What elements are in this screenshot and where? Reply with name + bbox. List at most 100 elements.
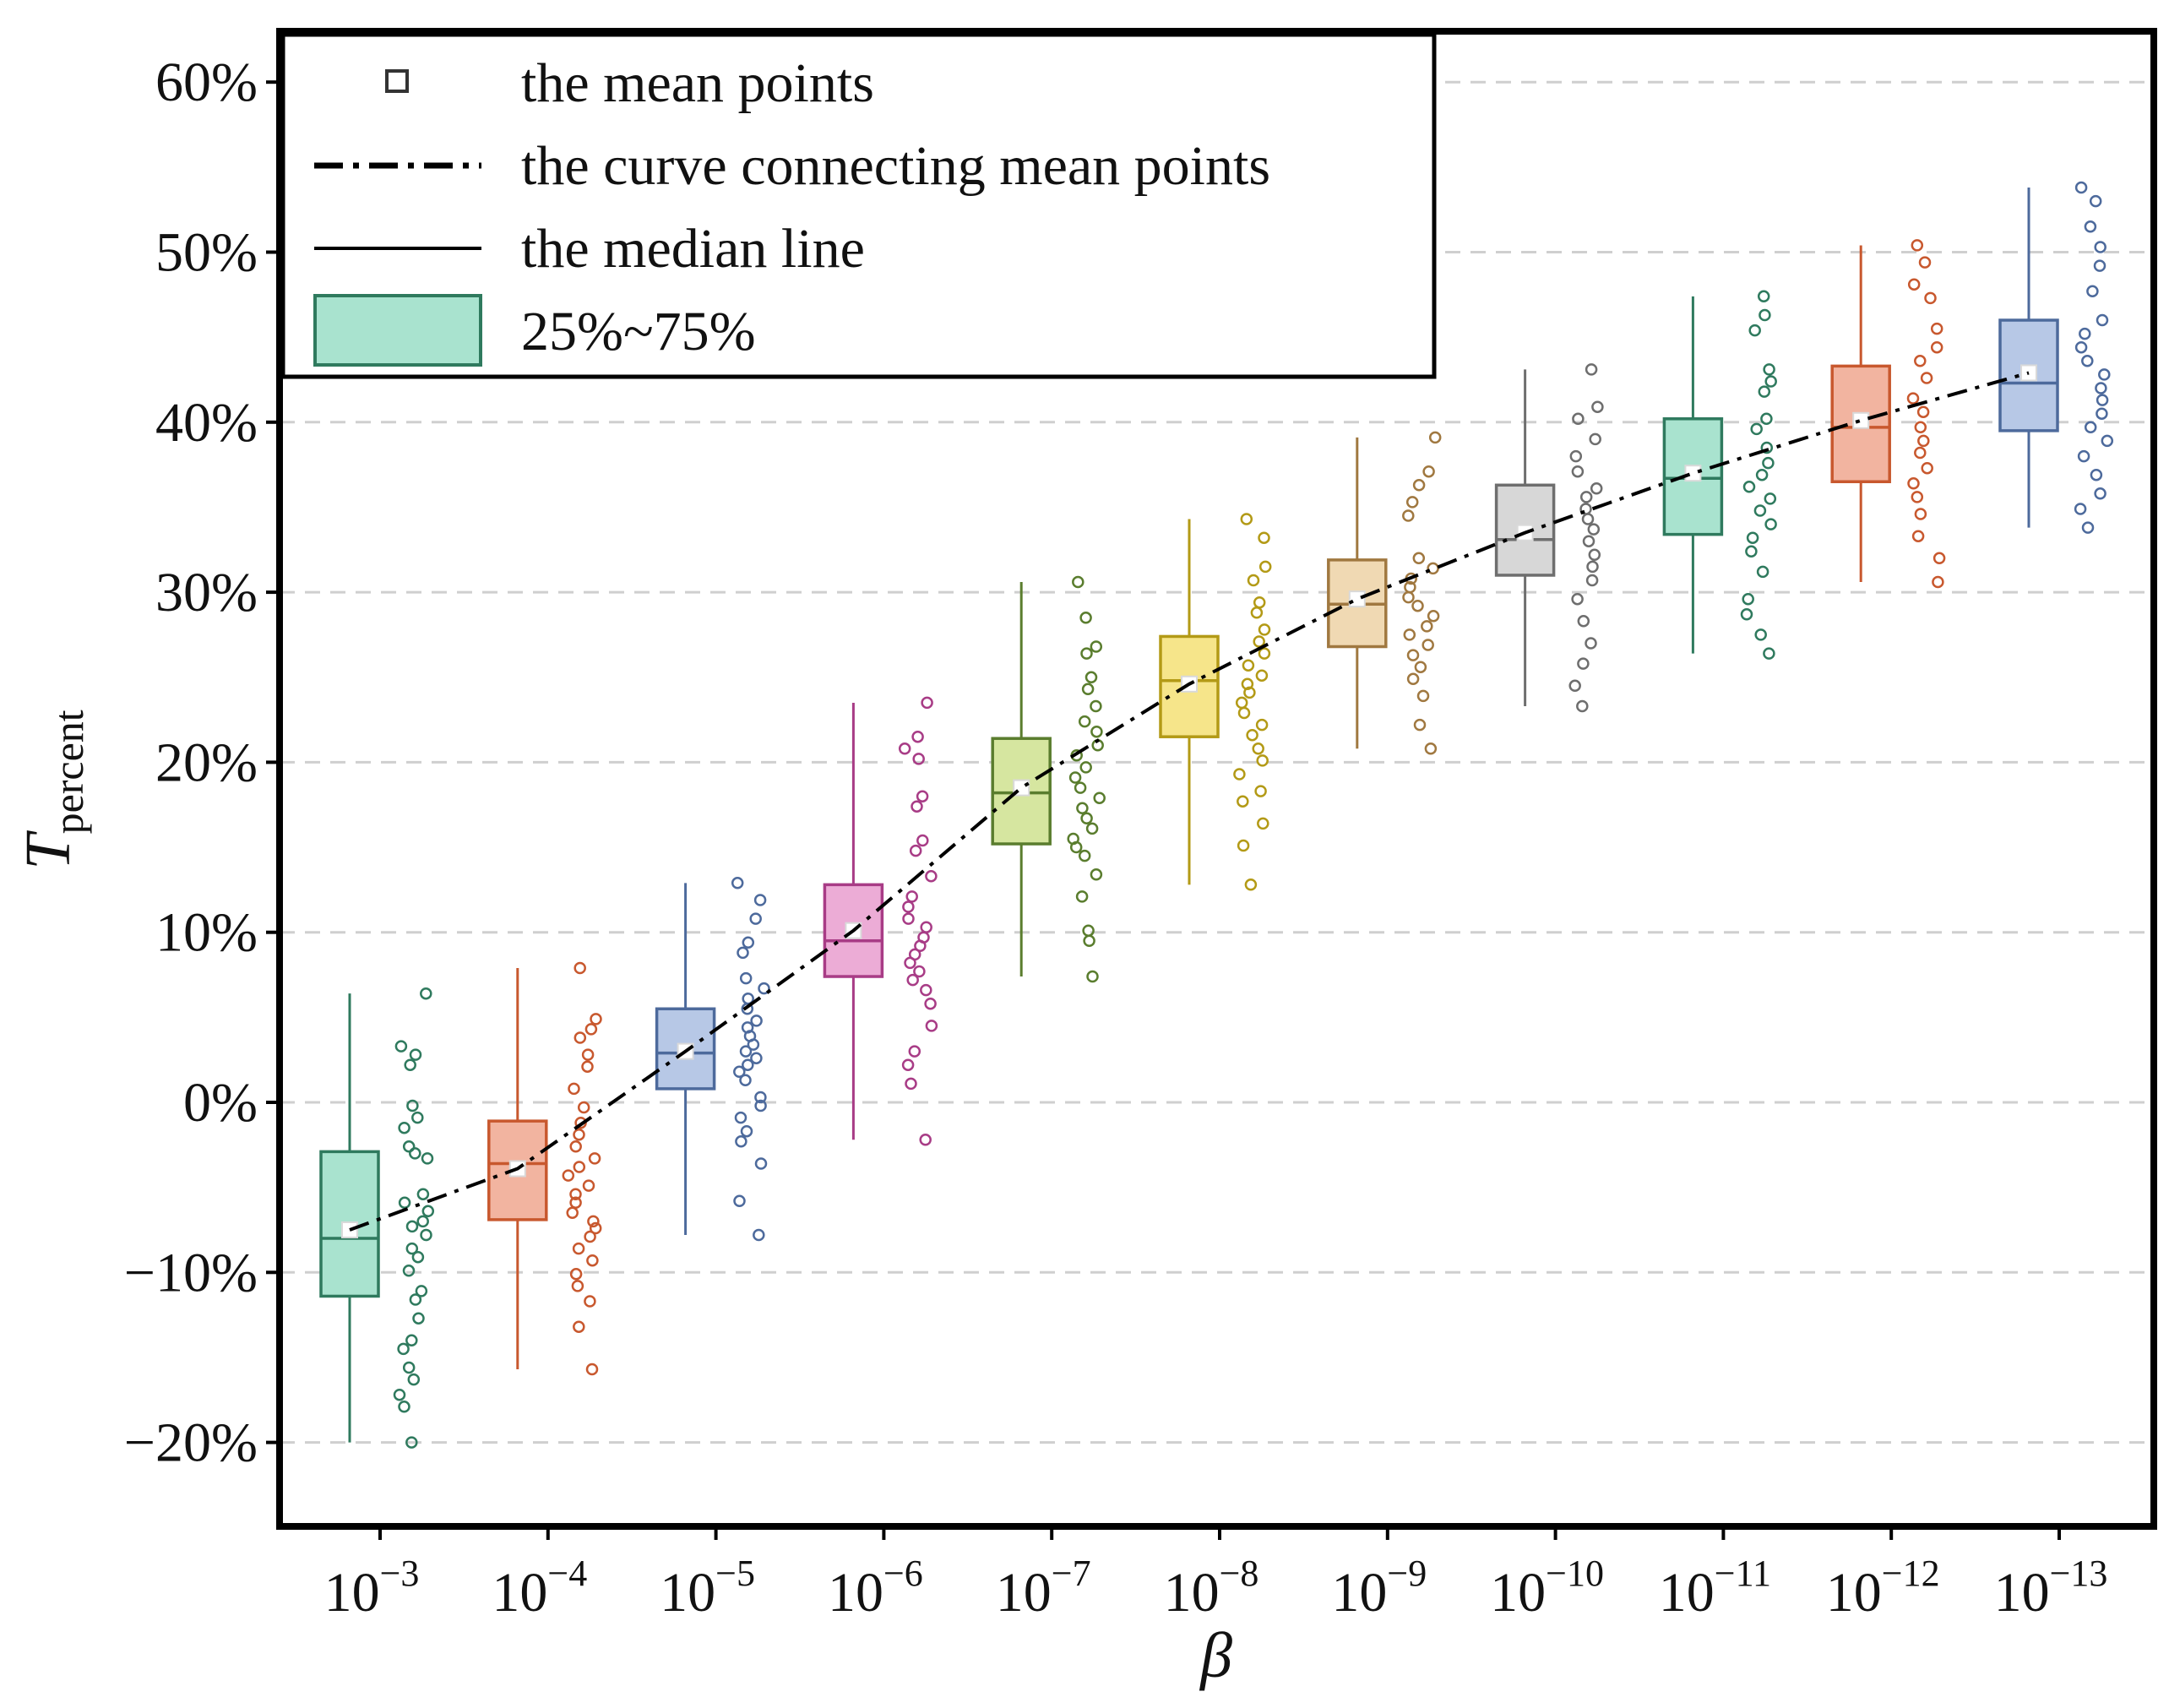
iqr-box [1998, 318, 2059, 432]
x-axis-ticks: 10−3 10−4 10−5 10−6 10−7 10−8 10−9 10−10 10−11 10… [324, 1526, 2107, 1624]
data-point [1242, 659, 1255, 672]
data-point [1237, 839, 1250, 852]
data-point [1911, 530, 1925, 542]
data-point [582, 1179, 595, 1192]
data-point [1090, 725, 1103, 738]
data-point [1427, 562, 1439, 575]
data-point [407, 1373, 421, 1386]
data-point [2096, 394, 2109, 406]
data-point [394, 1040, 408, 1053]
y-tick-label: 10% [155, 902, 258, 964]
y-axis-title: Tpercent [13, 710, 92, 870]
data-point [1427, 610, 1440, 623]
x-tick-label: 10−4 [492, 1553, 587, 1624]
legend-label-curve: the curve connecting mean points [521, 135, 1270, 197]
data-point [914, 939, 927, 953]
scatter-points [393, 181, 2114, 1449]
data-point [1748, 324, 1761, 337]
data-point [1072, 575, 1084, 589]
data-point [1763, 647, 1775, 660]
data-point [411, 1111, 424, 1124]
data-point [737, 946, 749, 960]
svg-text:Tpercent: Tpercent [13, 710, 92, 870]
data-point [569, 1268, 583, 1281]
y-tick-label: −20% [124, 1412, 258, 1474]
plot-frame [276, 28, 2157, 1530]
data-point [1759, 308, 1771, 322]
x-tick-label: 10−8 [1164, 1553, 1259, 1624]
data-point [1586, 560, 1599, 574]
data-point [411, 1250, 425, 1264]
data-point [397, 1342, 410, 1356]
data-point [2084, 220, 2097, 233]
data-point [901, 1058, 915, 1071]
data-point [581, 1048, 595, 1061]
data-point [1911, 239, 1924, 252]
data-point [1740, 608, 1753, 621]
data-point [1760, 441, 1774, 454]
data-point [2074, 340, 2088, 354]
data-point [589, 1221, 602, 1235]
data-point [573, 1320, 585, 1333]
data-point [573, 1161, 586, 1173]
data-point [758, 982, 770, 995]
data-point [1237, 706, 1251, 720]
data-point [909, 844, 922, 857]
data-point [2096, 407, 2108, 420]
data-point [1079, 612, 1092, 624]
data-point [2081, 355, 2094, 367]
data-point [1233, 768, 1246, 781]
data-point [1244, 878, 1258, 891]
data-point [902, 912, 915, 925]
data-point [1405, 496, 1419, 509]
data-point [753, 1228, 765, 1242]
data-point [2098, 368, 2111, 381]
data-point [1413, 718, 1427, 732]
data-point [1742, 481, 1756, 493]
data-point [1914, 508, 1927, 520]
data-point [904, 956, 916, 970]
data-point [733, 1065, 746, 1079]
data-point [1590, 482, 1603, 495]
x-axis-title: β [1199, 1620, 1232, 1691]
data-point [402, 1140, 416, 1153]
data-point [1745, 545, 1758, 558]
data-point [1258, 531, 1270, 544]
data-point [1090, 868, 1103, 881]
legend-label-mean: the mean points [521, 52, 874, 114]
data-point [916, 834, 929, 847]
data-point [420, 1228, 432, 1242]
data-point [1257, 817, 1269, 830]
data-point [908, 1045, 921, 1058]
data-point [1576, 699, 1589, 713]
data-point [1591, 400, 1604, 413]
y-tick-label: 30% [155, 562, 258, 623]
x-tick-label: 10−6 [828, 1553, 923, 1624]
data-point [1577, 657, 1590, 670]
data-point [1571, 465, 1585, 478]
data-point [568, 1082, 580, 1096]
y-axis-ticks: −20% −10% 0% 10% 20% 30% 40% 50% 60% [124, 52, 280, 1474]
data-point [2074, 181, 2088, 194]
data-point [2074, 503, 2087, 515]
data-point [1569, 449, 1583, 463]
data-point [911, 730, 924, 743]
data-point [1921, 461, 1933, 475]
data-point [398, 1196, 411, 1210]
data-point [2093, 259, 2106, 272]
data-point [1078, 849, 1091, 862]
data-point [1411, 599, 1424, 612]
data-point [584, 1023, 598, 1036]
data-point [586, 1254, 599, 1267]
data-point [588, 1152, 601, 1165]
data-point [2094, 241, 2106, 253]
legend: the mean points the curve connecting mea… [280, 32, 1437, 379]
data-point [1754, 628, 1767, 641]
data-point [581, 1060, 594, 1073]
iqr-box [1830, 364, 1891, 484]
data-point [1258, 647, 1271, 660]
data-point [398, 1121, 410, 1134]
data-point [2086, 285, 2099, 298]
data-point [1568, 679, 1581, 693]
